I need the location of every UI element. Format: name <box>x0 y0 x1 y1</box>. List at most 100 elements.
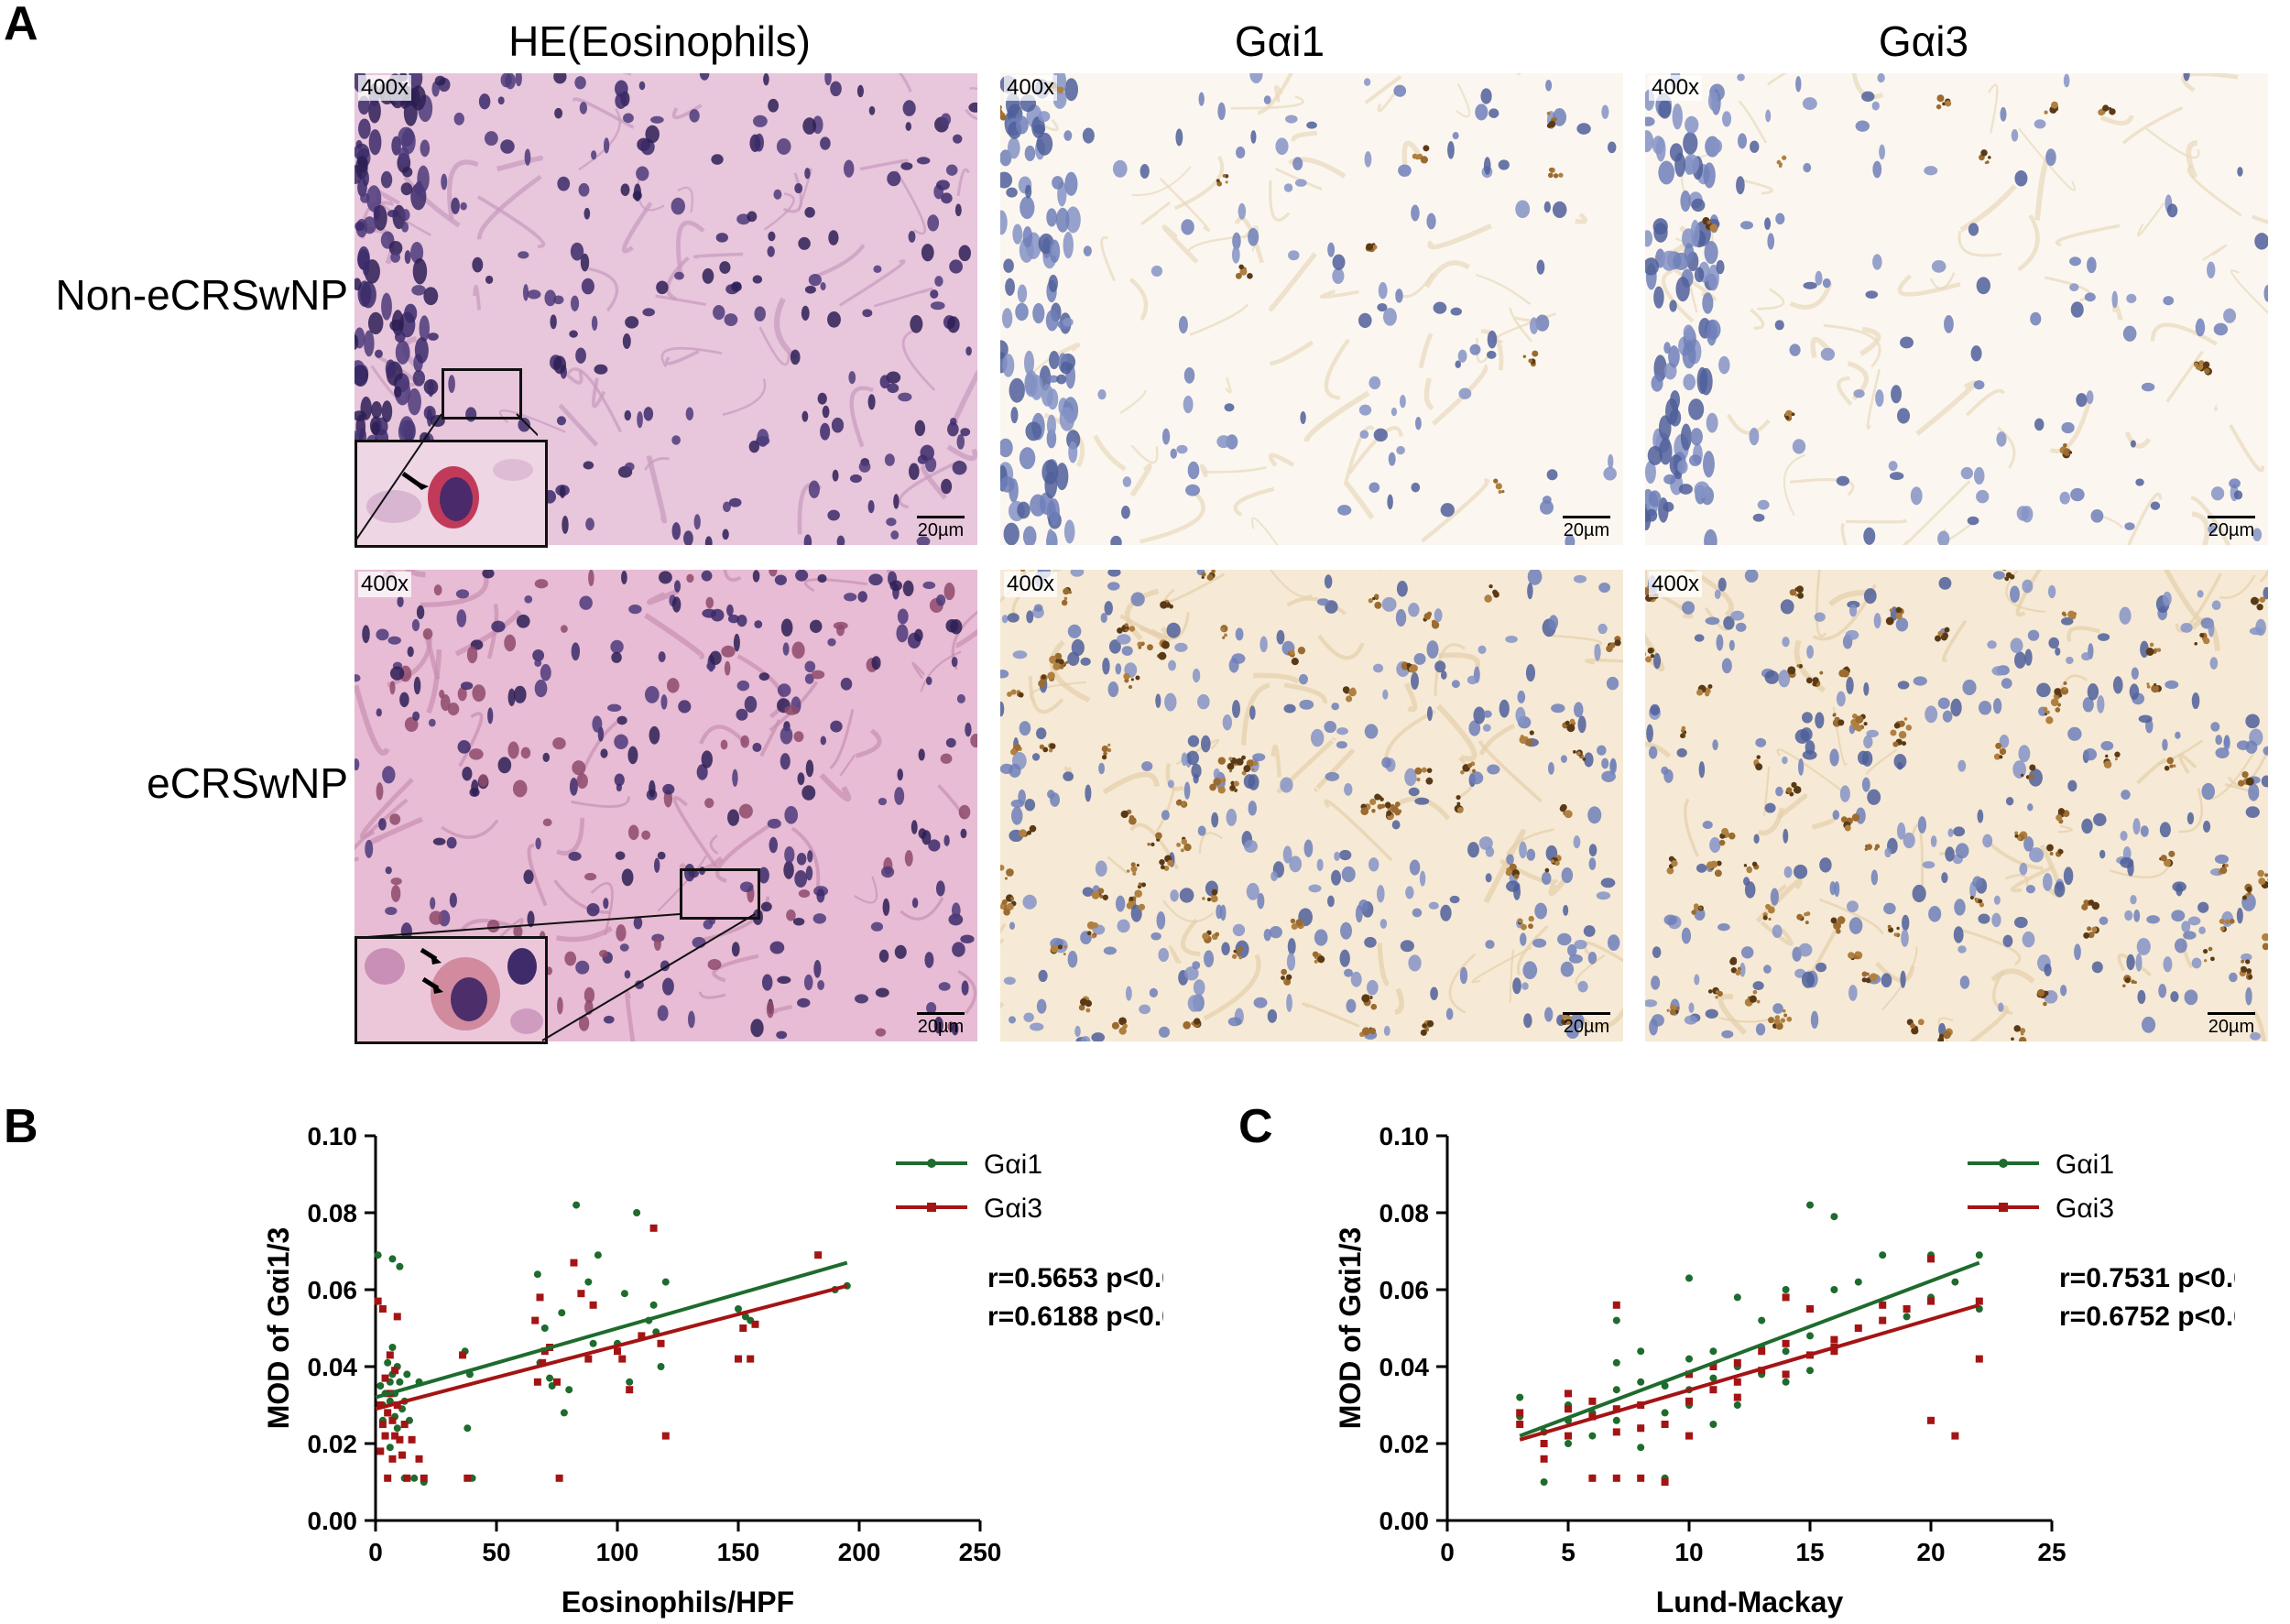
data-point-gai3 <box>1927 1255 1935 1263</box>
data-point-gai1 <box>1709 1347 1718 1356</box>
data-point-gai1 <box>1661 1382 1669 1390</box>
data-point-gai1 <box>1661 1409 1669 1417</box>
magnification-label: 400x <box>1649 75 1703 101</box>
zoom-box-ecrswnp <box>680 868 760 920</box>
data-point-gai3 <box>1685 1370 1693 1379</box>
data-point-gai3 <box>570 1259 578 1267</box>
data-point-gai3 <box>1830 1335 1838 1344</box>
micrograph-gai3-non-ecrswnp: 400x 20µm <box>1645 73 2268 545</box>
data-point-gai1 <box>1806 1332 1814 1340</box>
y-tick-label: 0.02 <box>308 1430 358 1458</box>
data-point-gai1 <box>384 1358 392 1367</box>
data-point-gai1 <box>1782 1286 1790 1293</box>
magnification-label: 400x <box>1649 572 1703 597</box>
data-point-gai3 <box>1782 1370 1790 1379</box>
data-point-gai1 <box>1806 1367 1814 1375</box>
x-tick-label: 200 <box>838 1538 881 1566</box>
data-point-gai1 <box>1830 1286 1838 1293</box>
regression-line-gai3 <box>1519 1302 1980 1442</box>
data-point-gai1 <box>1685 1274 1693 1282</box>
data-point-gai3 <box>1540 1440 1548 1447</box>
legend-label: Gαi1 <box>2056 1150 2114 1180</box>
zoom-box-non-ecrswnp <box>442 368 522 420</box>
data-point-gai1 <box>572 1201 581 1209</box>
data-point-gai1 <box>1637 1444 1645 1452</box>
data-point-gai1 <box>388 1255 397 1263</box>
data-point-gai3 <box>577 1290 585 1298</box>
legend-marker <box>927 1203 936 1212</box>
data-point-gai1 <box>558 1309 566 1317</box>
data-point-gai3 <box>384 1409 392 1417</box>
data-point-gai3 <box>1612 1474 1620 1482</box>
data-point-gai3 <box>396 1435 404 1444</box>
y-axis-label: MOD of Gαi1/3 <box>1334 1227 1367 1430</box>
scale-bar-label: 20µm <box>2208 1017 2255 1037</box>
data-point-gai3 <box>381 1374 389 1382</box>
data-point-gai3 <box>1709 1386 1718 1394</box>
data-point-gai3 <box>536 1293 544 1302</box>
data-point-gai3 <box>1951 1432 1959 1440</box>
data-point-gai3 <box>1588 1397 1597 1405</box>
data-point-gai1 <box>388 1344 397 1351</box>
data-point-gai3 <box>1733 1378 1741 1386</box>
data-point-gai3 <box>553 1378 561 1386</box>
scale-bar-label: 20µm <box>1563 520 1610 540</box>
data-point-gai1 <box>1612 1416 1620 1424</box>
data-point-gai3 <box>531 1316 540 1324</box>
x-tick-label: 100 <box>596 1538 639 1566</box>
y-tick-label: 0.06 <box>308 1276 358 1304</box>
data-point-gai3 <box>1565 1432 1572 1440</box>
data-point-gai1 <box>1854 1278 1862 1286</box>
data-point-gai3 <box>1782 1293 1790 1302</box>
eosinophil-inset-ecrswnp <box>354 936 548 1044</box>
data-point-gai1 <box>376 1382 385 1390</box>
data-point-gai3 <box>386 1351 394 1359</box>
data-point-gai3 <box>649 1224 658 1232</box>
data-point-gai3 <box>589 1301 597 1309</box>
data-point-gai3 <box>1927 1297 1935 1305</box>
panel-label-a: A <box>4 0 38 50</box>
data-point-gai3 <box>378 1305 387 1313</box>
y-tick-label: 0.04 <box>1379 1353 1430 1381</box>
data-point-gai1 <box>1975 1251 1983 1259</box>
data-point-gai3 <box>1975 1297 1983 1305</box>
data-point-gai1 <box>1516 1393 1524 1401</box>
data-point-gai3 <box>374 1297 382 1305</box>
x-tick-label: 50 <box>482 1538 510 1566</box>
data-point-gai3 <box>661 1432 670 1440</box>
data-point-gai1 <box>1612 1386 1620 1394</box>
x-tick-label: 150 <box>717 1538 760 1566</box>
data-point-gai1 <box>589 1339 597 1347</box>
data-point-gai1 <box>560 1409 568 1417</box>
scatter-chart-lund-mackay: 0.00 0.02 0.04 0.06 0.08 0.10 0 5 10 15 20 25 Lund-M… <box>1334 1122 2235 1619</box>
data-point-gai3 <box>1806 1305 1814 1313</box>
data-point-gai3 <box>1782 1339 1790 1347</box>
y-axis-label: MOD of Gαi1/3 <box>262 1227 295 1430</box>
data-point-gai3 <box>408 1435 416 1444</box>
data-point-gai1 <box>661 1278 670 1286</box>
data-point-gai3 <box>1612 1428 1620 1436</box>
regression-line-gai1 <box>375 1260 848 1400</box>
data-point-gai1 <box>540 1324 549 1332</box>
data-point-gai3 <box>626 1386 634 1394</box>
data-point-gai3 <box>1637 1424 1645 1433</box>
data-point-gai1 <box>633 1209 641 1216</box>
data-point-gai1 <box>1612 1358 1620 1367</box>
correlation-annotation: r=0.7531 p<0.0001 <box>2059 1263 2235 1293</box>
data-point-gai3 <box>1565 1390 1572 1398</box>
data-point-gai3 <box>1612 1301 1620 1309</box>
data-point-gai1 <box>1685 1355 1693 1363</box>
data-point-gai1 <box>374 1251 382 1259</box>
x-tick-label: 10 <box>1674 1538 1703 1566</box>
data-point-gai3 <box>1854 1324 1862 1332</box>
data-point-gai3 <box>391 1367 399 1375</box>
data-point-gai3 <box>1612 1405 1620 1413</box>
legend-label: Gαi3 <box>984 1193 1042 1224</box>
data-point-gai3 <box>1588 1474 1597 1482</box>
data-point-gai1 <box>594 1251 602 1259</box>
row-header-ecrswnp: eCRSwNP <box>147 759 348 807</box>
scale-bar-label: 20µm <box>2208 520 2255 540</box>
data-point-gai3 <box>381 1432 389 1440</box>
data-point-gai3 <box>614 1347 621 1356</box>
data-point-gai3 <box>393 1313 401 1321</box>
